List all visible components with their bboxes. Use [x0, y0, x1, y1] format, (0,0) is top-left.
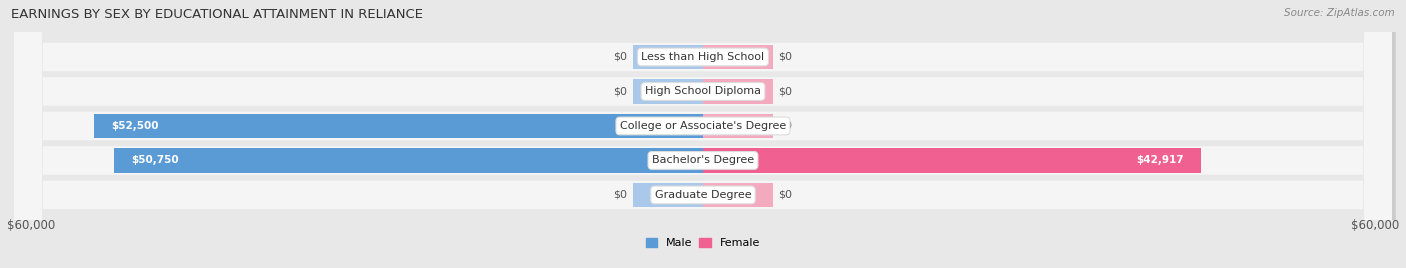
Bar	[633, 79, 703, 104]
Text: $52,500: $52,500	[111, 121, 159, 131]
Bar	[94, 114, 703, 138]
Text: Graduate Degree: Graduate Degree	[655, 190, 751, 200]
Legend: Male, Female: Male, Female	[647, 238, 759, 248]
Text: $50,750: $50,750	[132, 155, 180, 165]
Bar	[703, 183, 773, 207]
Text: Source: ZipAtlas.com: Source: ZipAtlas.com	[1284, 8, 1395, 18]
Bar	[114, 148, 703, 173]
FancyBboxPatch shape	[14, 0, 1392, 268]
FancyBboxPatch shape	[14, 0, 1392, 268]
Text: $0: $0	[779, 52, 793, 62]
Text: College or Associate's Degree: College or Associate's Degree	[620, 121, 786, 131]
Text: $0: $0	[779, 87, 793, 96]
FancyBboxPatch shape	[17, 0, 1396, 268]
FancyBboxPatch shape	[17, 0, 1396, 268]
Text: $0: $0	[779, 121, 793, 131]
Text: $0: $0	[779, 190, 793, 200]
Text: Bachelor's Degree: Bachelor's Degree	[652, 155, 754, 165]
Text: High School Diploma: High School Diploma	[645, 87, 761, 96]
Text: $42,917: $42,917	[1136, 155, 1184, 165]
Bar	[703, 148, 1201, 173]
FancyBboxPatch shape	[17, 0, 1396, 268]
FancyBboxPatch shape	[14, 0, 1392, 268]
Bar	[703, 79, 773, 104]
FancyBboxPatch shape	[14, 0, 1392, 268]
Text: $60,000: $60,000	[1351, 219, 1399, 232]
FancyBboxPatch shape	[17, 0, 1396, 268]
Text: Less than High School: Less than High School	[641, 52, 765, 62]
Text: $60,000: $60,000	[7, 219, 55, 232]
FancyBboxPatch shape	[14, 0, 1392, 268]
Bar	[633, 183, 703, 207]
Bar	[703, 114, 773, 138]
Text: $0: $0	[613, 190, 627, 200]
Bar	[633, 44, 703, 69]
Bar	[703, 44, 773, 69]
Text: $0: $0	[613, 52, 627, 62]
FancyBboxPatch shape	[17, 0, 1396, 268]
Text: EARNINGS BY SEX BY EDUCATIONAL ATTAINMENT IN RELIANCE: EARNINGS BY SEX BY EDUCATIONAL ATTAINMEN…	[11, 8, 423, 21]
Text: $0: $0	[613, 87, 627, 96]
